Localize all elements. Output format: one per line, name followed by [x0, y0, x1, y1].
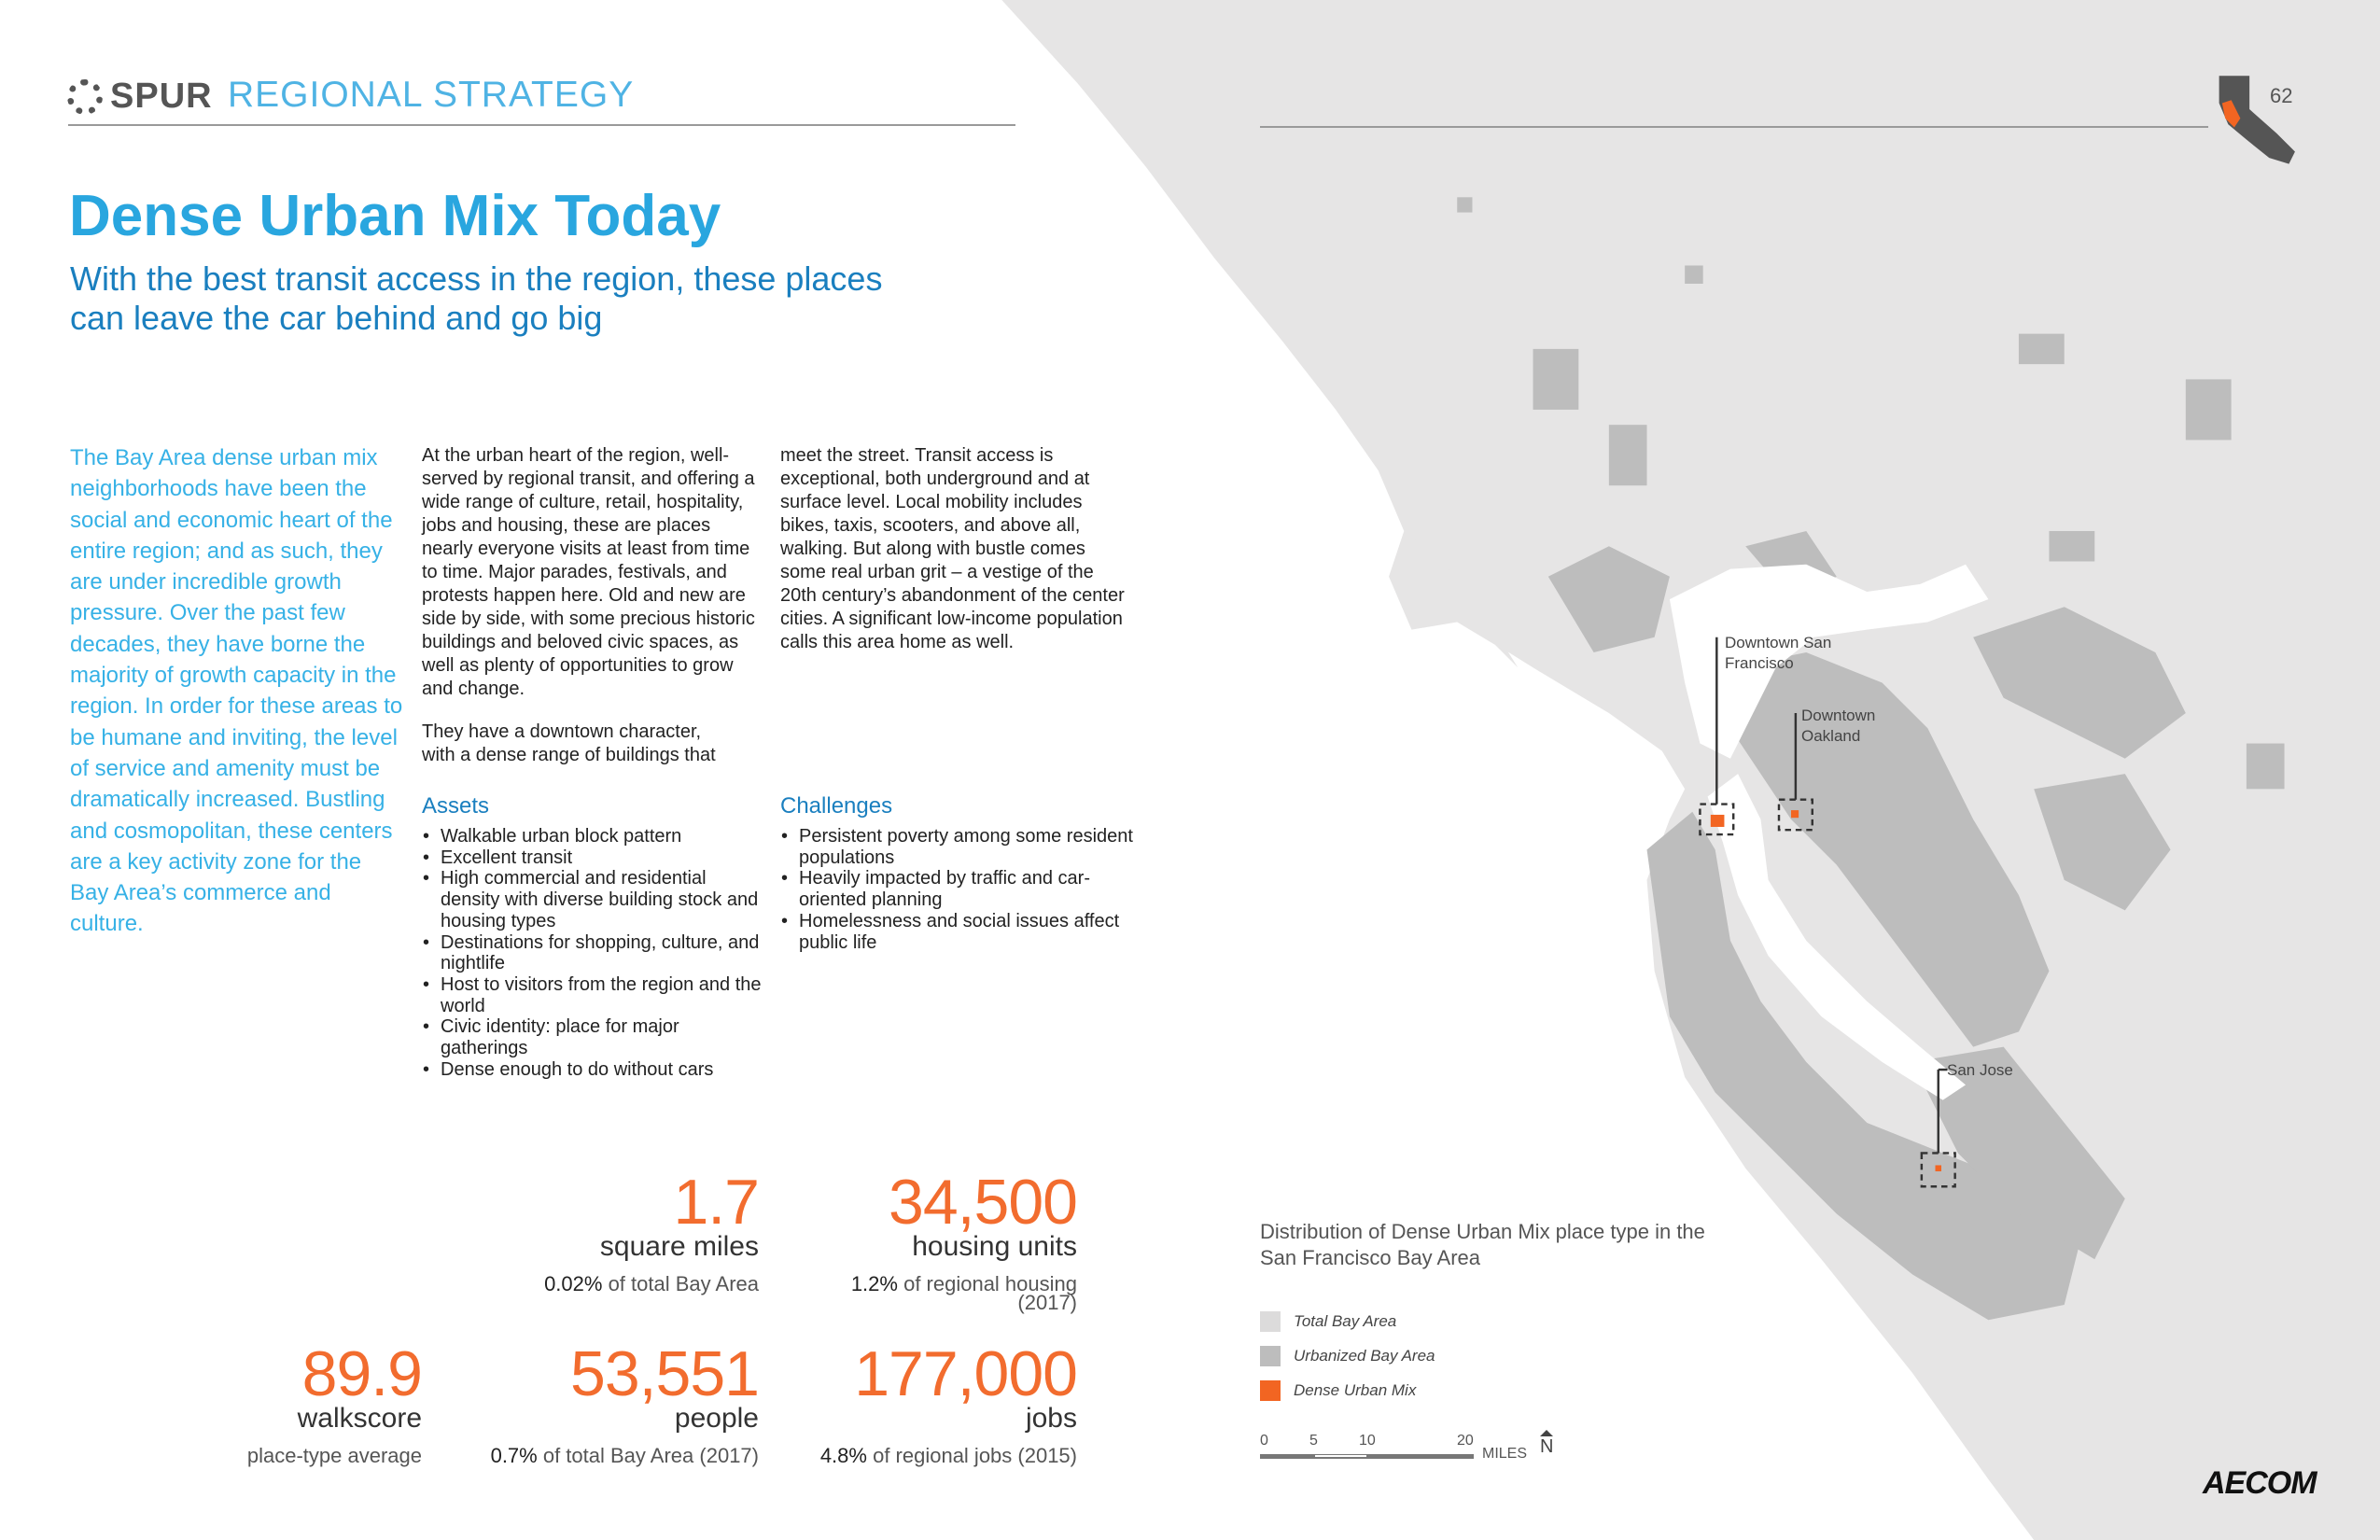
stat-people: 53,551 people 0.7% of total Bay Area (20… — [385, 1338, 760, 1467]
challenges-list: Persistent poverty among some resident p… — [780, 826, 1135, 953]
california-locator-icon — [2219, 76, 2295, 164]
stat-note: 0.02% of total Bay Area — [385, 1272, 759, 1295]
map-label-downtown-oakland: Downtown Oakland — [1801, 707, 1876, 745]
stat-note: 4.8% of regional jobs (2015) — [741, 1444, 1077, 1467]
stat-note-text: of regional jobs (2015) — [866, 1444, 1077, 1467]
stat-note-text: of regional housing (2017) — [897, 1272, 1077, 1314]
stat-note: 0.7% of total Bay Area (2017) — [385, 1444, 759, 1467]
stat-value: 89.9 — [301, 1338, 423, 1409]
stat-pct: 4.8% — [819, 1444, 867, 1467]
legend-title: Distribution of Dense Urban Mix place ty… — [1260, 1220, 1705, 1269]
challenges-heading: Challenges — [780, 793, 893, 819]
body-paragraph-2: They have a downtown character, with a d… — [422, 721, 716, 765]
page-subtitle: With the best transit access in the regi… — [70, 259, 883, 337]
stat-value: 53,551 — [570, 1338, 760, 1409]
stat-unit: jobs — [1025, 1403, 1077, 1434]
list-item: Dense enough to do without cars — [423, 1059, 767, 1081]
page-title: Dense Urban Mix Today — [69, 184, 721, 248]
stat-value: 34,500 — [889, 1167, 1078, 1238]
dense-urban-mix-areas — [1710, 810, 1942, 1171]
legend-item-urbanized: Urbanized Bay Area — [1260, 1346, 1435, 1366]
spur-logo: SPUR — [67, 77, 213, 117]
stat-value: 177,000 — [854, 1338, 1078, 1409]
list-item: High commercial and residential density … — [423, 868, 767, 931]
scale-tick: 20 — [1457, 1433, 1474, 1449]
spur-logo-text: SPUR — [110, 77, 213, 116]
north-label: N — [1540, 1436, 1554, 1457]
scale-tick: 10 — [1359, 1433, 1376, 1449]
north-arrow-icon — [1540, 1430, 1554, 1436]
body-paragraph-3: meet the street. Transit access is excep… — [780, 445, 1125, 652]
list-item: Excellent transit — [423, 847, 767, 869]
scale-tick: 5 — [1309, 1433, 1318, 1449]
body-paragraph-1: At the urban heart of the region, well-s… — [422, 445, 755, 699]
map-label-downtown-sf: Downtown San Francisco — [1725, 634, 1832, 672]
point-reyes — [1389, 530, 1519, 668]
legend-item-dense: Dense Urban Mix — [1260, 1380, 1416, 1401]
legend-swatch — [1260, 1346, 1281, 1366]
scale-bar: 0 5 10 20 MILES — [1260, 1433, 1527, 1470]
list-item: Homelessness and social issues affect pu… — [781, 911, 1135, 953]
spur-logo-icon — [67, 78, 103, 115]
stat-walkscore: 89.9 walkscore place-type average — [142, 1338, 423, 1467]
legend-label: Dense Urban Mix — [1294, 1381, 1417, 1399]
scale-bar-segment — [1315, 1455, 1366, 1457]
stat-note-text: of total Bay Area — [602, 1272, 759, 1295]
stat-pct: 0.7% — [490, 1444, 538, 1467]
assets-list: Walkable urban block pattern Excellent t… — [422, 826, 767, 1080]
stat-note: 1.2% of regional housing (2017) — [797, 1272, 1077, 1314]
legend-label: Urbanized Bay Area — [1294, 1347, 1435, 1365]
leader-lines — [1715, 637, 1948, 1154]
aecom-logo: AECOM — [2203, 1465, 2317, 1501]
urbanized-areas — [1457, 197, 2285, 1321]
total-bay-area-land — [1001, 0, 2380, 1540]
legend-item-total: Total Bay Area — [1260, 1311, 1396, 1332]
list-item: Walkable urban block pattern — [423, 826, 767, 847]
legend-label: Total Bay Area — [1294, 1312, 1397, 1330]
north-arrow: N — [1540, 1430, 1553, 1458]
stat-housing: 34,500 housing units 1.2% of regional ho… — [797, 1167, 1078, 1314]
list-item: Civic identity: place for major gatherin… — [423, 1016, 767, 1058]
list-item: Destinations for shopping, culture, and … — [423, 932, 767, 974]
page-number: 62 — [2270, 84, 2293, 107]
legend-swatch — [1260, 1380, 1281, 1401]
stat-note-text: of total Bay Area (2017) — [537, 1444, 759, 1467]
legend-swatch — [1260, 1311, 1281, 1332]
stat-unit: walkscore — [297, 1403, 422, 1434]
stat-unit: people — [674, 1403, 759, 1434]
list-item: Persistent poverty among some resident p… — [781, 826, 1135, 868]
stat-pct: 0.02% — [544, 1272, 603, 1295]
stat-jobs: 177,000 jobs 4.8% of regional jobs (2015… — [741, 1338, 1078, 1467]
stat-area: 1.7 square miles 0.02% of total Bay Area — [385, 1167, 760, 1295]
list-item: Host to visitors from the region and the… — [423, 974, 767, 1016]
stat-note: place-type average — [246, 1444, 422, 1467]
scale-unit: MILES — [1482, 1446, 1528, 1462]
assets-heading: Assets — [422, 793, 490, 819]
list-item: Heavily impacted by traffic and car-orie… — [781, 868, 1135, 910]
stat-unit: square miles — [599, 1231, 759, 1262]
header-rule-right — [1260, 126, 2208, 128]
scale-tick: 0 — [1260, 1433, 1268, 1449]
stat-unit: housing units — [912, 1231, 1077, 1262]
section-label: REGIONAL STRATEGY — [228, 75, 635, 115]
intro-text: The Bay Area dense urban mix neighborhoo… — [70, 445, 403, 937]
stat-value: 1.7 — [673, 1167, 760, 1238]
map-label-san-jose: San Jose — [1947, 1061, 2013, 1079]
scale-bar-line — [1260, 1454, 1474, 1459]
header-rule-left — [68, 124, 1015, 126]
stat-pct: 1.2% — [850, 1272, 898, 1295]
